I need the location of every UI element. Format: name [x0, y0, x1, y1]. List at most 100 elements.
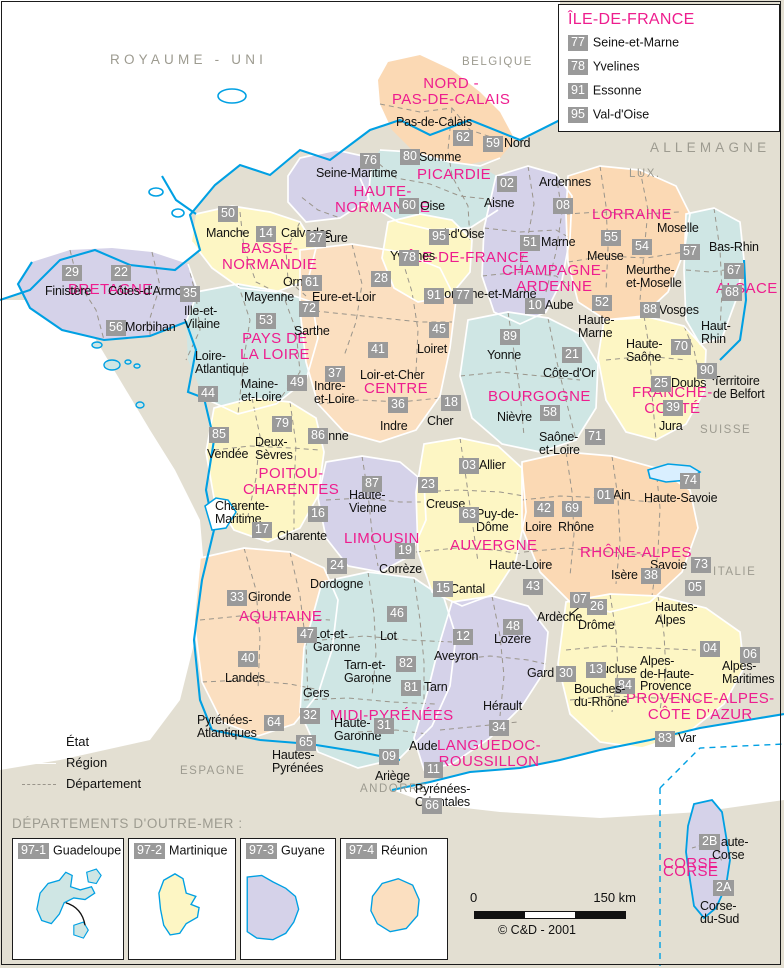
- idf-inset-row-95[interactable]: 95 Val-d'Oise: [568, 107, 649, 123]
- department-number-36[interactable]: 36: [388, 396, 408, 414]
- department-number-45[interactable]: 45: [429, 321, 449, 339]
- overseas-box-guadeloupe[interactable]: 97-1 Guadeloupe: [12, 838, 124, 960]
- department-number-80[interactable]: 80: [400, 148, 420, 166]
- department-number-52[interactable]: 52: [592, 294, 612, 312]
- department-number-41[interactable]: 41: [368, 341, 388, 359]
- department-number-48[interactable]: 48: [503, 618, 523, 636]
- department-number-73[interactable]: 73: [691, 556, 711, 574]
- department-number-44[interactable]: 44: [198, 385, 218, 403]
- department-number-55[interactable]: 55: [601, 229, 621, 247]
- department-number-30[interactable]: 30: [556, 665, 576, 683]
- department-number-95[interactable]: 95: [429, 228, 449, 246]
- department-number-37[interactable]: 37: [325, 365, 345, 383]
- department-number-33[interactable]: 33: [227, 589, 247, 607]
- department-number-28[interactable]: 28: [371, 270, 391, 288]
- department-number-88[interactable]: 88: [640, 301, 660, 319]
- department-number-26[interactable]: 26: [587, 598, 607, 616]
- department-number-21[interactable]: 21: [562, 346, 582, 364]
- department-number-67[interactable]: 67: [724, 262, 744, 280]
- department-number-29[interactable]: 29: [62, 264, 82, 282]
- department-number-86[interactable]: 86: [308, 427, 328, 445]
- department-number-64[interactable]: 64: [264, 714, 284, 732]
- department-number-03[interactable]: 03: [459, 457, 479, 475]
- department-number-34[interactable]: 34: [489, 719, 509, 737]
- department-number-61[interactable]: 61: [302, 274, 322, 292]
- overseas-box-reunion[interactable]: 97-4 Réunion: [340, 838, 448, 960]
- department-number-83[interactable]: 83: [655, 730, 675, 748]
- department-number-62[interactable]: 62: [453, 129, 473, 147]
- department-number-11[interactable]: 11: [424, 761, 443, 779]
- idf-inset-row-91[interactable]: 91 Essonne: [568, 83, 642, 99]
- department-number-57[interactable]: 57: [680, 243, 700, 261]
- department-number-71[interactable]: 71: [585, 428, 605, 446]
- department-number-85[interactable]: 85: [209, 426, 229, 444]
- idf-inset-row-77[interactable]: 77 Seine-et-Marne: [568, 35, 679, 51]
- department-number-47[interactable]: 47: [297, 626, 317, 644]
- department-number-79[interactable]: 79: [272, 415, 292, 433]
- overseas-box-martinique[interactable]: 97-2 Martinique: [128, 838, 236, 960]
- department-number-50[interactable]: 50: [218, 205, 238, 223]
- department-number-56[interactable]: 56: [106, 319, 126, 337]
- department-number-32[interactable]: 32: [300, 707, 320, 725]
- department-number-69[interactable]: 69: [562, 500, 582, 518]
- department-number-89[interactable]: 89: [500, 328, 520, 346]
- department-number-09[interactable]: 09: [379, 748, 399, 766]
- department-number-07[interactable]: 07: [570, 591, 590, 609]
- department-number-13[interactable]: 13: [586, 661, 606, 679]
- department-number-23[interactable]: 23: [418, 476, 438, 494]
- department-number-53[interactable]: 53: [256, 312, 276, 330]
- department-number-18[interactable]: 18: [441, 394, 461, 412]
- department-number-04[interactable]: 04: [700, 640, 720, 658]
- department-number-68[interactable]: 68: [722, 284, 742, 302]
- department-number-40[interactable]: 40: [238, 650, 258, 668]
- department-number-05[interactable]: 05: [685, 579, 705, 597]
- department-number-38[interactable]: 38: [641, 567, 661, 585]
- department-number-14[interactable]: 14: [256, 225, 276, 243]
- department-number-39[interactable]: 39: [663, 399, 683, 417]
- department-number-10[interactable]: 10: [525, 297, 545, 315]
- department-number-54[interactable]: 54: [632, 238, 652, 256]
- department-number-51[interactable]: 51: [520, 234, 540, 252]
- department-number-22[interactable]: 22: [111, 264, 131, 282]
- department-number-01[interactable]: 01: [594, 487, 614, 505]
- department-number-82[interactable]: 82: [396, 655, 416, 673]
- department-number-08[interactable]: 08: [553, 197, 573, 215]
- department-number-35[interactable]: 35: [180, 285, 200, 303]
- department-number-58[interactable]: 58: [540, 404, 560, 422]
- department-number-17[interactable]: 17: [252, 521, 272, 539]
- department-number-74[interactable]: 74: [680, 472, 700, 490]
- department-number-59[interactable]: 59: [483, 135, 503, 153]
- department-number-42[interactable]: 42: [534, 500, 554, 518]
- department-number-06[interactable]: 06: [740, 646, 760, 664]
- department-number-49[interactable]: 49: [287, 374, 307, 392]
- department-number-91[interactable]: 91: [424, 287, 444, 305]
- department-number-19[interactable]: 19: [395, 542, 415, 560]
- department-number-43[interactable]: 43: [523, 578, 543, 596]
- department-number-27[interactable]: 27: [306, 230, 326, 248]
- department-number-46[interactable]: 46: [387, 605, 407, 623]
- department-number-84[interactable]: 84: [615, 677, 635, 695]
- department-number-24[interactable]: 24: [327, 557, 347, 575]
- corsica-department-number-2B[interactable]: 2B: [699, 833, 721, 851]
- department-number-78[interactable]: 78: [399, 249, 419, 267]
- department-number-66[interactable]: 66: [422, 797, 442, 815]
- department-number-31[interactable]: 31: [374, 717, 394, 735]
- department-number-81[interactable]: 81: [401, 679, 421, 697]
- department-number-72[interactable]: 72: [299, 300, 319, 318]
- ile-de-france-inset[interactable]: ÎLE-DE-FRANCE 77 Seine-et-Marne 78 Yvelines…: [558, 4, 780, 132]
- department-number-76[interactable]: 76: [360, 152, 380, 170]
- department-number-12[interactable]: 12: [453, 628, 473, 646]
- department-number-65[interactable]: 65: [296, 734, 316, 752]
- idf-inset-row-78[interactable]: 78 Yvelines: [568, 59, 639, 75]
- department-number-16[interactable]: 16: [308, 505, 328, 523]
- overseas-box-guyane[interactable]: 97-3 Guyane: [240, 838, 336, 960]
- corsica-department-number-2A[interactable]: 2A: [713, 879, 735, 897]
- department-number-60[interactable]: 60: [399, 197, 419, 215]
- department-number-77[interactable]: 77: [453, 287, 473, 305]
- department-number-02[interactable]: 02: [497, 175, 517, 193]
- department-number-70[interactable]: 70: [671, 338, 691, 356]
- department-number-25[interactable]: 25: [651, 375, 671, 393]
- department-number-87[interactable]: 87: [362, 475, 382, 493]
- department-number-15[interactable]: 15: [433, 580, 453, 598]
- department-number-63[interactable]: 63: [459, 506, 479, 524]
